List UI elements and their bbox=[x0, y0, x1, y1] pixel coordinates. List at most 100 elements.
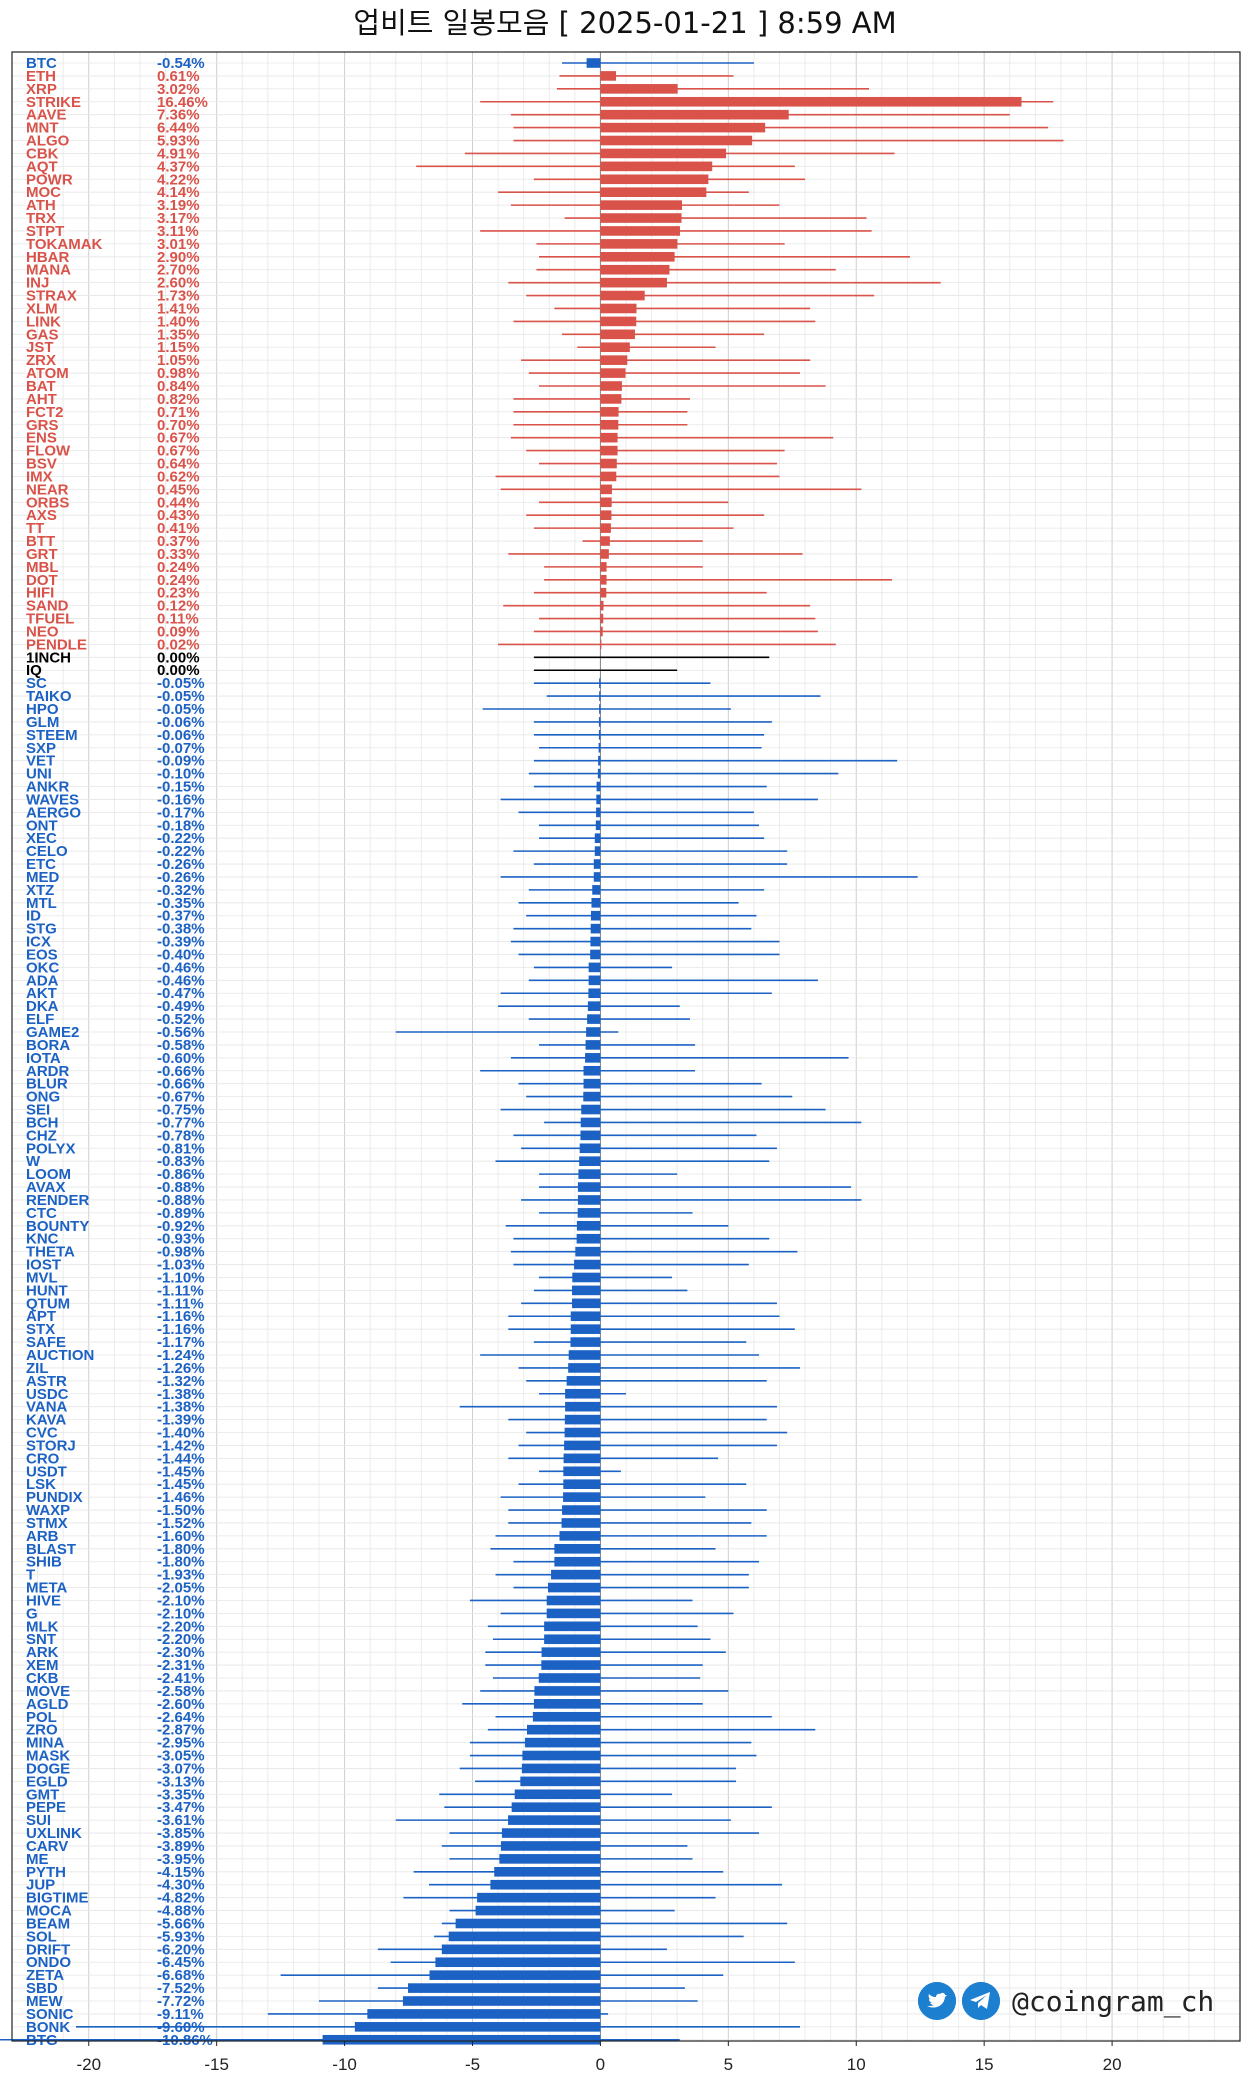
value-label: -0.93% bbox=[157, 1231, 205, 1248]
bar bbox=[490, 1879, 601, 1890]
value-label: 2.60% bbox=[157, 275, 200, 292]
bar bbox=[600, 277, 667, 288]
value-label: 0.24% bbox=[157, 559, 200, 576]
value-label: 0.71% bbox=[157, 404, 200, 421]
category-label: BEAM bbox=[26, 1915, 70, 1932]
bar bbox=[599, 704, 601, 714]
value-label: 0.33% bbox=[157, 546, 200, 563]
value-label: -5.93% bbox=[157, 1928, 205, 1945]
value-label: 0.24% bbox=[157, 572, 200, 589]
value-label: 2.90% bbox=[157, 249, 200, 266]
category-label: IOST bbox=[26, 1257, 61, 1274]
category-label: BTT bbox=[26, 533, 55, 550]
bar bbox=[576, 1221, 601, 1231]
bar bbox=[600, 600, 604, 611]
value-label: -0.49% bbox=[157, 998, 205, 1015]
brand-handle[interactable]: @coingram_ch bbox=[1012, 1984, 1215, 2018]
category-label: JUP bbox=[26, 1877, 55, 1894]
value-label: -1.26% bbox=[157, 1360, 205, 1377]
bar bbox=[579, 1156, 601, 1166]
bar bbox=[600, 303, 637, 314]
bar bbox=[600, 96, 1022, 107]
category-label: SC bbox=[26, 675, 47, 692]
value-label: -0.81% bbox=[157, 1140, 205, 1157]
category-label: BSV bbox=[26, 456, 57, 473]
value-label: 1.73% bbox=[157, 288, 200, 305]
bar bbox=[600, 355, 628, 365]
bar bbox=[575, 1246, 601, 1257]
value-label: -9.60% bbox=[157, 2019, 205, 2036]
telegram-icon[interactable] bbox=[962, 1982, 1000, 2020]
value-label: -0.47% bbox=[157, 985, 205, 1002]
category-label: BLUR bbox=[26, 1076, 68, 1093]
bar bbox=[590, 936, 601, 947]
category-label: TFUEL bbox=[26, 611, 74, 628]
bar bbox=[590, 923, 601, 934]
bar bbox=[585, 1040, 601, 1050]
value-label: -0.78% bbox=[157, 1127, 205, 1144]
value-label: -0.88% bbox=[157, 1179, 205, 1196]
category-label: LINK bbox=[26, 313, 61, 330]
value-label: -1.39% bbox=[157, 1412, 205, 1429]
category-label: IMX bbox=[26, 468, 53, 485]
value-label: -2.95% bbox=[157, 1735, 205, 1752]
bar bbox=[514, 1789, 601, 1800]
value-label: -0.05% bbox=[157, 688, 205, 705]
value-label: 0.11% bbox=[157, 611, 199, 628]
category-label: POL bbox=[26, 1709, 57, 1726]
value-label: 3.02% bbox=[157, 81, 200, 98]
bar bbox=[544, 1621, 601, 1632]
category-label: META bbox=[26, 1580, 68, 1597]
value-label: -0.58% bbox=[157, 1037, 205, 1054]
value-label: -1.16% bbox=[157, 1321, 205, 1338]
value-label: 0.67% bbox=[157, 443, 200, 460]
value-label: -3.85% bbox=[157, 1825, 205, 1842]
bar bbox=[600, 342, 630, 353]
category-label: STPT bbox=[26, 223, 64, 240]
value-label: -6.45% bbox=[157, 1954, 205, 1971]
value-label: -2.20% bbox=[157, 1631, 205, 1648]
bar bbox=[600, 226, 680, 236]
category-label: AVAX bbox=[26, 1179, 65, 1196]
value-label: 7.36% bbox=[157, 107, 200, 124]
category-label: THETA bbox=[26, 1244, 75, 1261]
x-tick-label: -15 bbox=[204, 2055, 229, 2074]
x-ticks: -20 -15 -10 -5 0 5 10 15 20 bbox=[76, 2041, 1122, 2074]
bar bbox=[600, 419, 619, 430]
category-label: UXLINK bbox=[26, 1825, 82, 1842]
category-label: PEPE bbox=[26, 1799, 66, 1816]
plot-frame bbox=[11, 51, 1241, 2042]
value-label: -2.60% bbox=[157, 1696, 205, 1713]
x-tick-label: -10 bbox=[332, 2055, 357, 2074]
bar bbox=[598, 755, 601, 766]
value-label: 1.40% bbox=[157, 313, 200, 330]
value-label: 0.12% bbox=[157, 598, 200, 615]
twitter-icon[interactable] bbox=[918, 1982, 956, 2020]
value-label: 6.44% bbox=[157, 120, 200, 137]
category-label: AAVE bbox=[26, 107, 67, 124]
category-label: SHIB bbox=[26, 1554, 62, 1571]
bar bbox=[501, 1828, 601, 1838]
bar bbox=[511, 1802, 601, 1812]
bar bbox=[600, 381, 622, 391]
category-label: CRO bbox=[26, 1450, 60, 1467]
category-label: GAME2 bbox=[26, 1024, 79, 1041]
category-label: FLOW bbox=[26, 443, 71, 460]
category-label: EOS bbox=[26, 946, 58, 963]
bar bbox=[532, 1711, 601, 1722]
value-label: -0.26% bbox=[157, 869, 205, 886]
category-label: TOKAMAK bbox=[26, 236, 103, 253]
category-label: MASK bbox=[26, 1748, 70, 1765]
bar bbox=[600, 536, 610, 546]
bar bbox=[565, 1401, 601, 1412]
category-label: ORBS bbox=[26, 494, 69, 511]
bar bbox=[600, 407, 619, 417]
category-label: ELF bbox=[26, 1011, 54, 1028]
bar bbox=[588, 962, 601, 973]
category-label: CHZ bbox=[26, 1127, 57, 1144]
bar bbox=[578, 1169, 601, 1179]
bar bbox=[499, 1854, 601, 1864]
value-label: -4.82% bbox=[157, 1890, 205, 1907]
category-label: T bbox=[26, 1567, 35, 1584]
